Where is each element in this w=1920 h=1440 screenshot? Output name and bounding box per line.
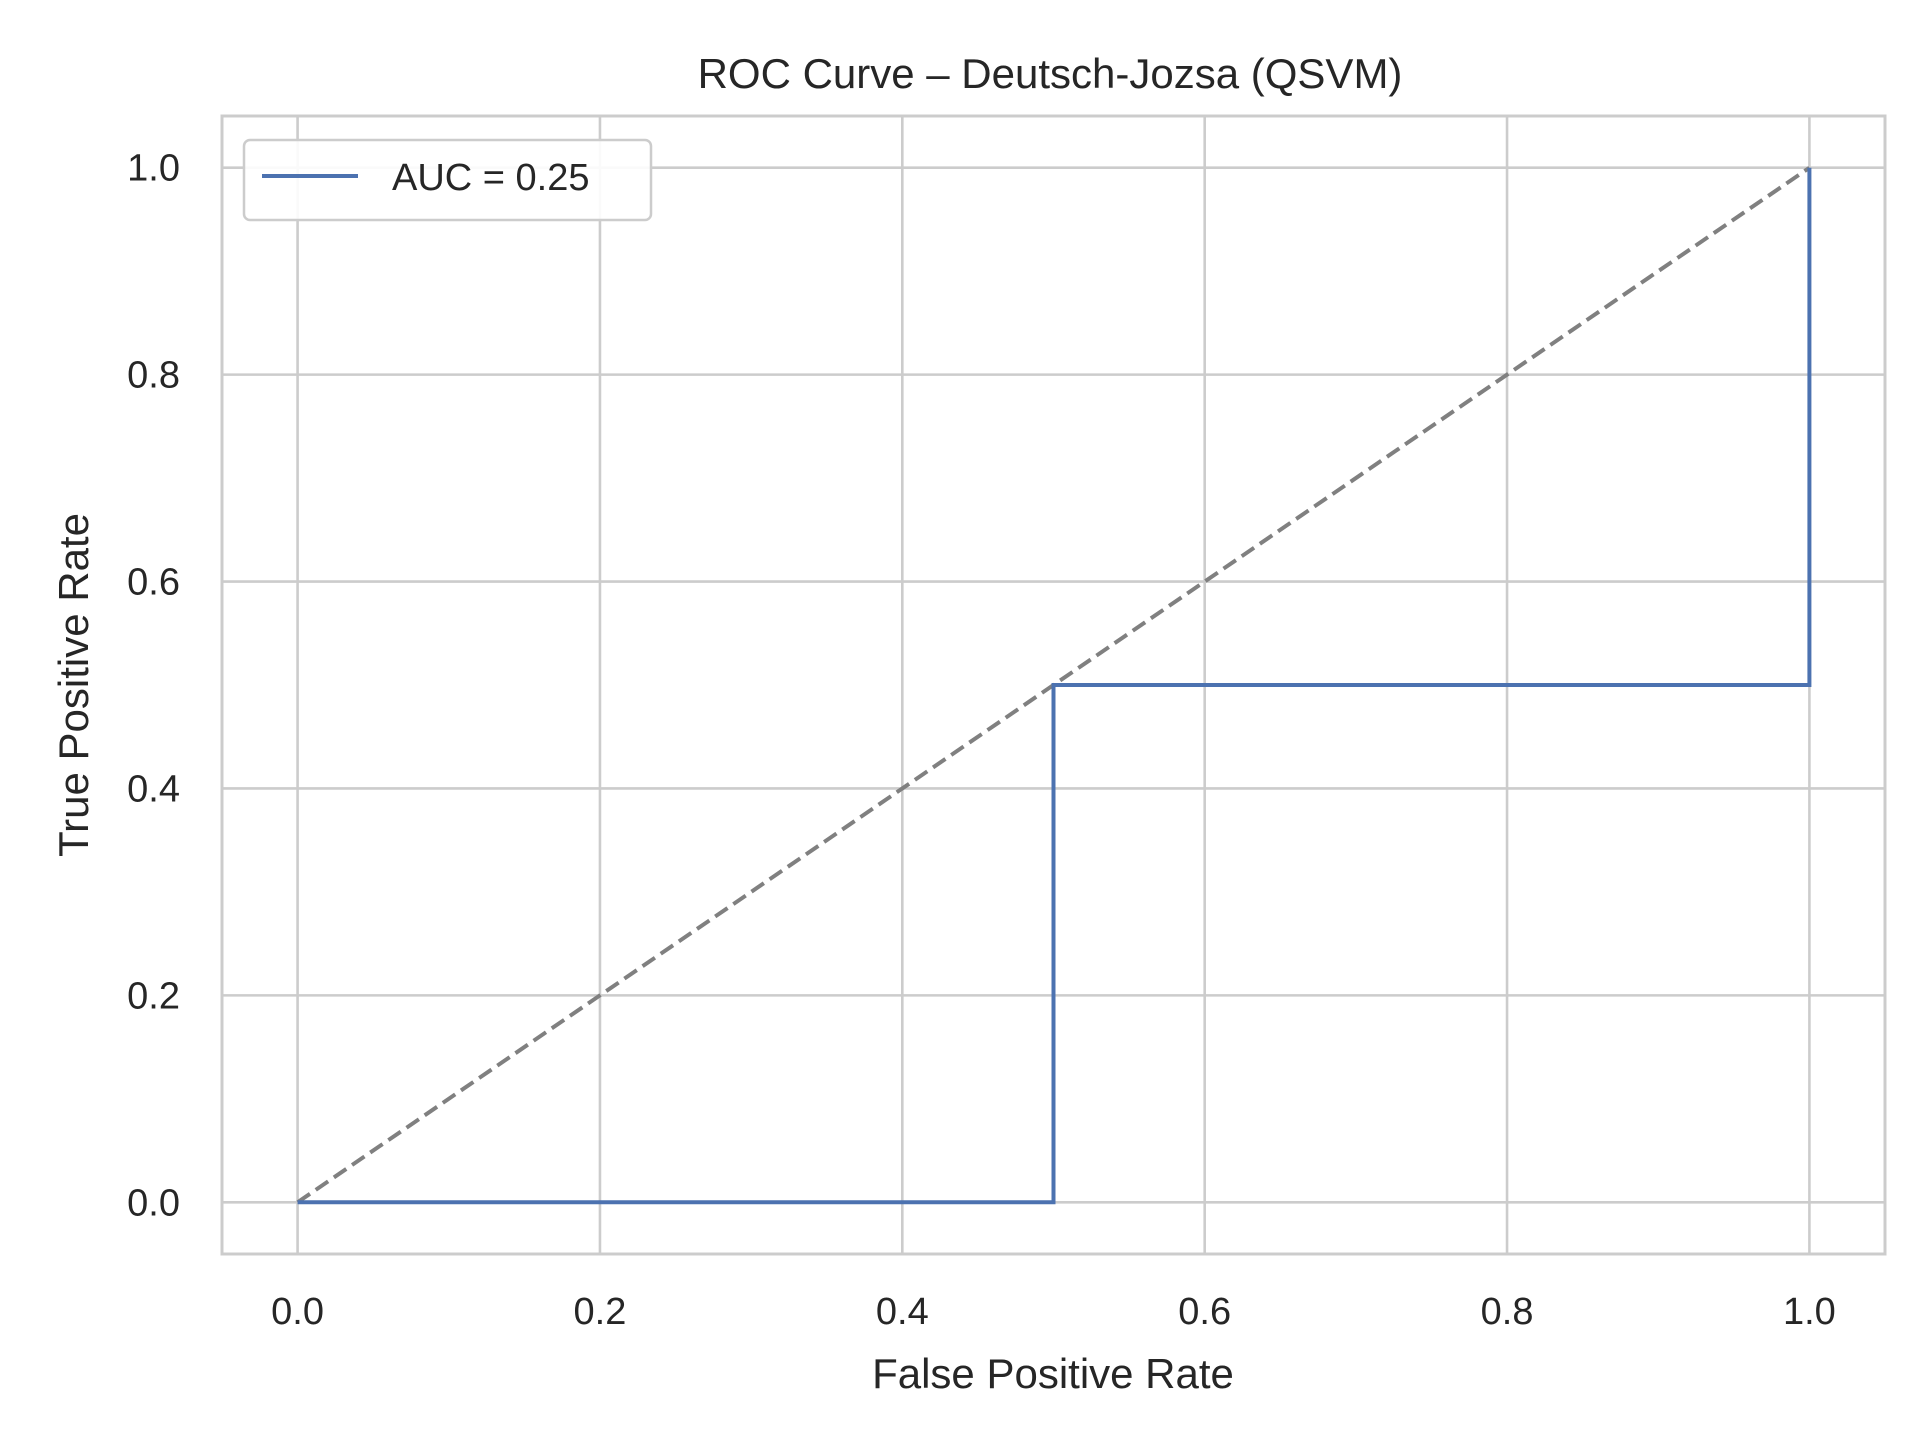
y-tick-label: 0.0 (127, 1182, 180, 1224)
legend-box (242, 138, 653, 222)
x-tick-label: 0.0 (271, 1291, 324, 1333)
series-group (296, 166, 1812, 1205)
roc-curve-line (297, 167, 1812, 1205)
x-tick-label: 0.6 (1178, 1291, 1231, 1333)
x-tick-label: 0.8 (1481, 1291, 1534, 1333)
legend: AUC = 0.25 (242, 138, 653, 222)
y-tick-label: 0.8 (127, 355, 180, 397)
y-tick-label: 0.4 (127, 768, 180, 810)
y-tick-label: 0.2 (127, 975, 180, 1017)
x-axis-ticks: 0.0 0.2 0.4 0.6 0.8 1.0 (271, 1291, 1836, 1333)
y-axis-ticks: 0.0 0.2 0.4 0.6 0.8 1.0 (127, 148, 180, 1225)
legend-label: AUC = 0.25 (392, 157, 590, 199)
y-tick-label: 1.0 (127, 148, 180, 190)
x-axis-label: False Positive Rate (872, 1350, 1234, 1397)
y-axis-label: True Positive Rate (50, 513, 97, 857)
plot-frame (220, 114, 1887, 1256)
chart-title: ROC Curve – Deutsch-Jozsa (QSVM) (698, 50, 1403, 97)
x-tick-label: 0.2 (574, 1291, 627, 1333)
y-tick-label: 0.6 (127, 562, 180, 604)
plot-area (220, 114, 1887, 1256)
x-tick-label: 1.0 (1783, 1291, 1836, 1333)
x-tick-label: 0.4 (876, 1291, 929, 1333)
